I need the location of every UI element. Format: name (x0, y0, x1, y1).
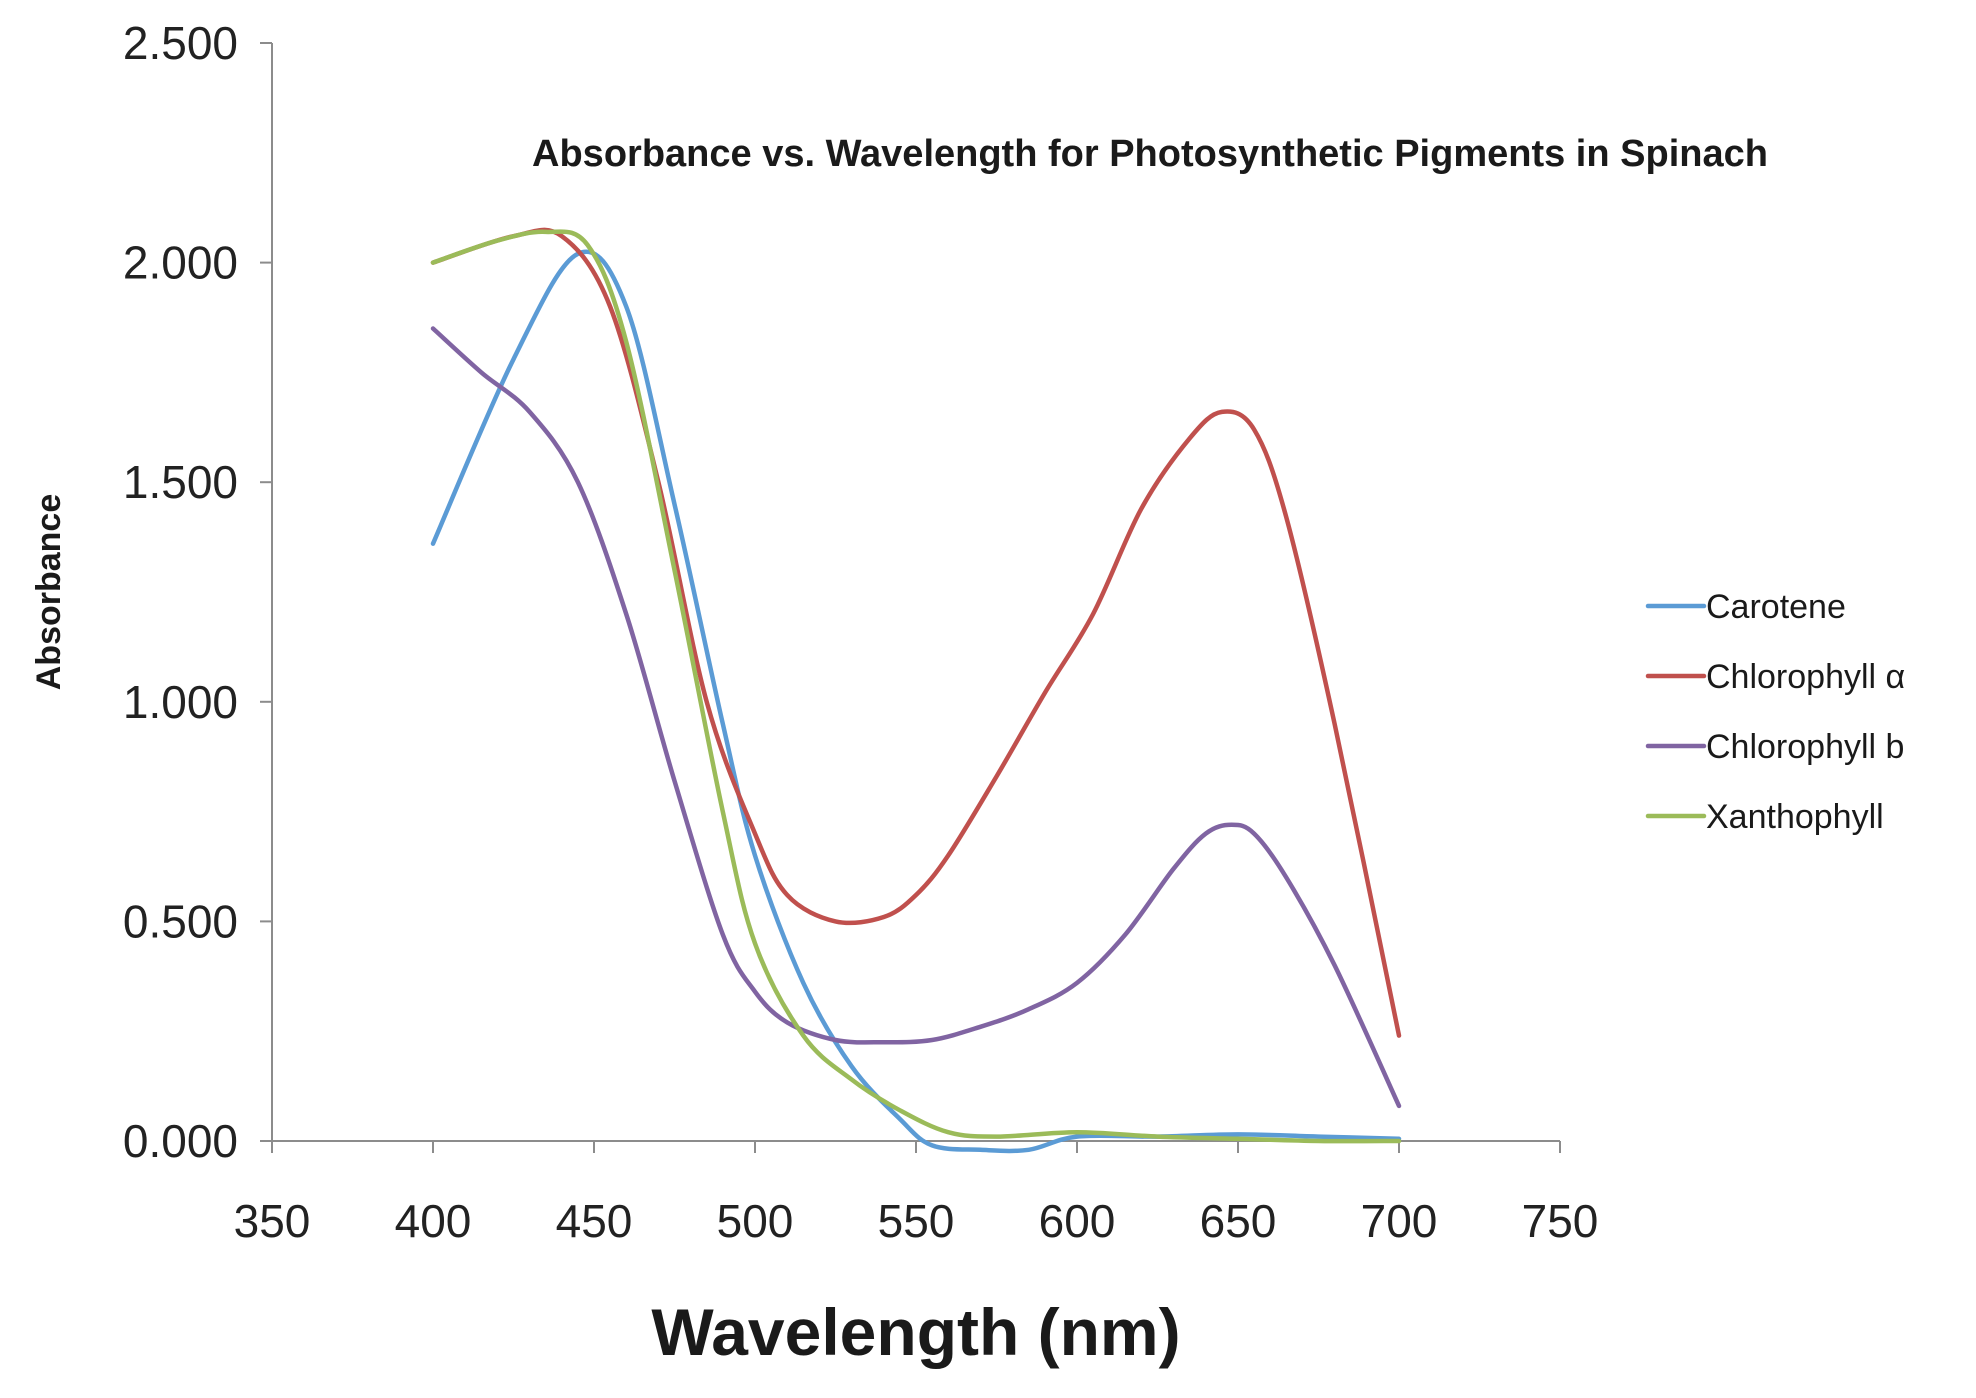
series-line-chlorophyll-b (430, 326, 1402, 1109)
y-tick-label: 2.000 (123, 237, 238, 289)
y-tick-label: 1.500 (123, 456, 238, 508)
y-tick-label: 0.500 (123, 895, 238, 947)
x-tick-label: 450 (556, 1195, 633, 1247)
legend: Carotene Chlorophyll α Chlorophyll b Xantho… (1645, 588, 1905, 836)
y-tick-label: 0.000 (123, 1115, 238, 1167)
legend-label-carotene: Carotene (1706, 588, 1846, 626)
y-axis-label: Absorbance (30, 494, 68, 691)
chart-title: Absorbance vs. Wavelength for Photosynth… (532, 133, 1768, 175)
x-tick-label: 600 (1039, 1195, 1116, 1247)
x-tick-label: 650 (1200, 1195, 1277, 1247)
x-tick-label: 500 (717, 1195, 794, 1247)
y-ticks: 0.000 0.500 1.000 1.500 2.000 2.500 (123, 17, 272, 1167)
y-tick-label: 2.500 (123, 17, 238, 69)
x-tick-label: 400 (395, 1195, 472, 1247)
legend-label-chlorophyll: Chlorophyll α (1706, 658, 1905, 696)
x-tick-label: 750 (1522, 1195, 1599, 1247)
series-line-xanthophyll (430, 229, 1402, 1144)
x-axis-label: Wavelength (nm) (651, 1295, 1180, 1369)
x-tick-label: 550 (878, 1195, 955, 1247)
legend-label-xanthophyll: Xanthophyll (1706, 798, 1884, 836)
legend-label-chlorophyll-b: Chlorophyll b (1706, 728, 1904, 766)
x-ticks: 350 400 450 500 550 600 650 700 750 (234, 1141, 1599, 1247)
x-tick-label: 350 (234, 1195, 311, 1247)
x-tick-label: 700 (1361, 1195, 1438, 1247)
series-lines (430, 227, 1402, 1154)
y-tick-label: 1.000 (123, 676, 238, 728)
